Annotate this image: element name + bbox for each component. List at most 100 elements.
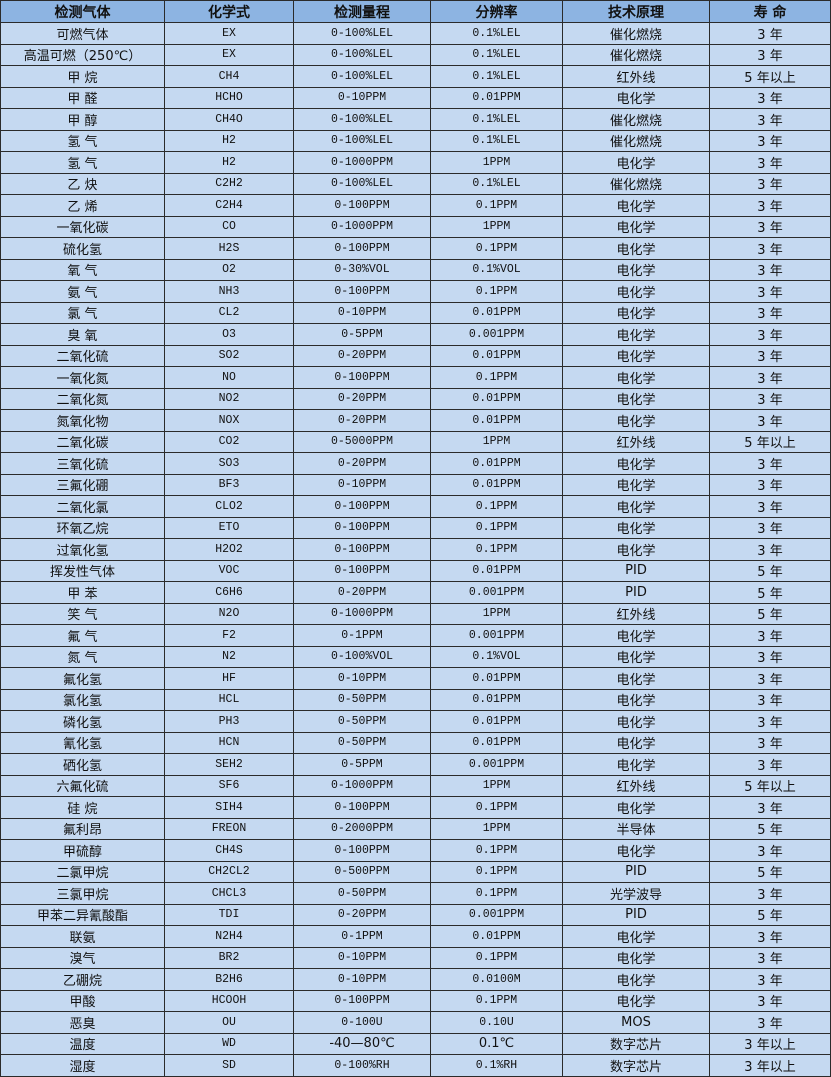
gas-cell: 环氧乙烷	[0, 516, 165, 539]
principle-cell: 电化学	[562, 409, 710, 432]
gas-cell: 氟利昂	[0, 817, 165, 840]
table-row: 氯 气 CL2 0-10PPM 0.01PPM 电化学 3 年	[0, 301, 831, 324]
range-cell: 0-10PPM	[293, 301, 431, 324]
gas-cell: 甲酸	[0, 989, 165, 1012]
lifespan-cell: 3 年	[709, 731, 831, 754]
formula-cell: N2O	[164, 602, 294, 625]
lifespan-cell: 3 年以上	[709, 1054, 831, 1077]
resolution-cell: 0.1℃	[430, 1032, 563, 1055]
resolution-cell: 0.01PPM	[430, 387, 563, 410]
resolution-cell: 0.1%VOL	[430, 258, 563, 281]
range-cell: 0-100PPM	[293, 366, 431, 389]
range-cell: 0-20PPM	[293, 387, 431, 410]
formula-cell: ETO	[164, 516, 294, 539]
range-cell: 0-1000PPM	[293, 151, 431, 174]
gas-cell: 三氯甲烷	[0, 882, 165, 905]
lifespan-cell: 3 年	[709, 645, 831, 668]
table-row: 挥发性气体 VOC 0-100PPM 0.01PPM PID 5 年	[0, 559, 831, 582]
table-row: 温度 WD -40—80℃ 0.1℃ 数字芯片 3 年以上	[0, 1032, 831, 1055]
table-row: 硒化氢 SEH2 0-5PPM 0.001PPM 电化学 3 年	[0, 753, 831, 776]
principle-cell: 催化燃烧	[562, 108, 710, 131]
lifespan-cell: 3 年	[709, 452, 831, 475]
resolution-cell: 0.01PPM	[430, 710, 563, 733]
table-row: 三氯甲烷 CHCL3 0-50PPM 0.1PPM 光学波导 3 年	[0, 882, 831, 905]
table-row: 环氧乙烷 ETO 0-100PPM 0.1PPM 电化学 3 年	[0, 516, 831, 539]
resolution-cell: 1PPM	[430, 774, 563, 797]
gas-cell: 可燃气体	[0, 22, 165, 45]
table-row: 三氧化硫 SO3 0-20PPM 0.01PPM 电化学 3 年	[0, 452, 831, 475]
formula-cell: SEH2	[164, 753, 294, 776]
table-row: 乙硼烷 B2H6 0-10PPM 0.0100M 电化学 3 年	[0, 968, 831, 991]
table-row: 二氧化碳 CO2 0-5000PPM 1PPM 红外线 5 年以上	[0, 430, 831, 453]
lifespan-cell: 5 年	[709, 581, 831, 604]
principle-cell: 电化学	[562, 215, 710, 238]
table-row: 甲 醛 HCHO 0-10PPM 0.01PPM 电化学 3 年	[0, 86, 831, 109]
header-row: 检测气体 化学式 检测量程 分辨率 技术原理 寿 命	[0, 0, 831, 23]
principle-cell: 电化学	[562, 344, 710, 367]
principle-cell: 电化学	[562, 495, 710, 518]
principle-cell: PID	[562, 581, 710, 604]
principle-cell: 电化学	[562, 516, 710, 539]
principle-cell: 电化学	[562, 280, 710, 303]
formula-cell: BF3	[164, 473, 294, 496]
principle-cell: 半导体	[562, 817, 710, 840]
gas-cell: 臭 氧	[0, 323, 165, 346]
table-row: 氟利昂 FREON 0-2000PPM 1PPM 半导体 5 年	[0, 817, 831, 840]
principle-cell: 电化学	[562, 237, 710, 260]
formula-cell: C2H4	[164, 194, 294, 217]
resolution-cell: 0.1PPM	[430, 280, 563, 303]
resolution-cell: 0.01PPM	[430, 731, 563, 754]
resolution-cell: 1PPM	[430, 602, 563, 625]
gas-cell: 氨 气	[0, 280, 165, 303]
formula-cell: CLO2	[164, 495, 294, 518]
table-row: 高温可燃（250℃） EX 0-100%LEL 0.1%LEL 催化燃烧 3 年	[0, 43, 831, 66]
lifespan-cell: 3 年	[709, 129, 831, 152]
principle-cell: 电化学	[562, 452, 710, 475]
gas-cell: 氢 气	[0, 129, 165, 152]
range-cell: 0-100PPM	[293, 280, 431, 303]
formula-cell: SO2	[164, 344, 294, 367]
table-row: 氟化氢 HF 0-10PPM 0.01PPM 电化学 3 年	[0, 667, 831, 690]
gas-cell: 氮氧化物	[0, 409, 165, 432]
lifespan-cell: 3 年	[709, 258, 831, 281]
table-row: 乙 烯 C2H4 0-100PPM 0.1PPM 电化学 3 年	[0, 194, 831, 217]
resolution-cell: 0.001PPM	[430, 581, 563, 604]
formula-cell: CO2	[164, 430, 294, 453]
gas-cell: 乙 炔	[0, 172, 165, 195]
lifespan-cell: 3 年	[709, 280, 831, 303]
gas-cell: 二氧化氮	[0, 387, 165, 410]
gas-cell: 氯 气	[0, 301, 165, 324]
resolution-cell: 1PPM	[430, 430, 563, 453]
range-cell: 0-5000PPM	[293, 430, 431, 453]
resolution-cell: 1PPM	[430, 215, 563, 238]
lifespan-cell: 3 年	[709, 946, 831, 969]
range-cell: 0-100%LEL	[293, 22, 431, 45]
formula-cell: HCHO	[164, 86, 294, 109]
range-cell: 0-1000PPM	[293, 602, 431, 625]
header-formula: 化学式	[164, 0, 294, 23]
range-cell: 0-100%LEL	[293, 43, 431, 66]
gas-cell: 氮 气	[0, 645, 165, 668]
resolution-cell: 0.001PPM	[430, 903, 563, 926]
gas-cell: 甲 醇	[0, 108, 165, 131]
resolution-cell: 0.1%LEL	[430, 129, 563, 152]
range-cell: 0-100PPM	[293, 194, 431, 217]
resolution-cell: 0.001PPM	[430, 753, 563, 776]
range-cell: 0-50PPM	[293, 731, 431, 754]
formula-cell: FREON	[164, 817, 294, 840]
table-row: 溴气 BR2 0-10PPM 0.1PPM 电化学 3 年	[0, 946, 831, 969]
gas-cell: 甲苯二异氰酸酯	[0, 903, 165, 926]
gas-cell: 六氟化硫	[0, 774, 165, 797]
table-row: 氮氧化物 NOX 0-20PPM 0.01PPM 电化学 3 年	[0, 409, 831, 432]
principle-cell: 电化学	[562, 667, 710, 690]
gas-cell: 恶臭	[0, 1011, 165, 1034]
principle-cell: 光学波导	[562, 882, 710, 905]
principle-cell: 电化学	[562, 796, 710, 819]
principle-cell: 电化学	[562, 925, 710, 948]
range-cell: 0-2000PPM	[293, 817, 431, 840]
range-cell: 0-20PPM	[293, 344, 431, 367]
table-row: 氨 气 NH3 0-100PPM 0.1PPM 电化学 3 年	[0, 280, 831, 303]
gas-cell: 三氟化硼	[0, 473, 165, 496]
range-cell: 0-100%VOL	[293, 645, 431, 668]
resolution-cell: 0.01PPM	[430, 688, 563, 711]
